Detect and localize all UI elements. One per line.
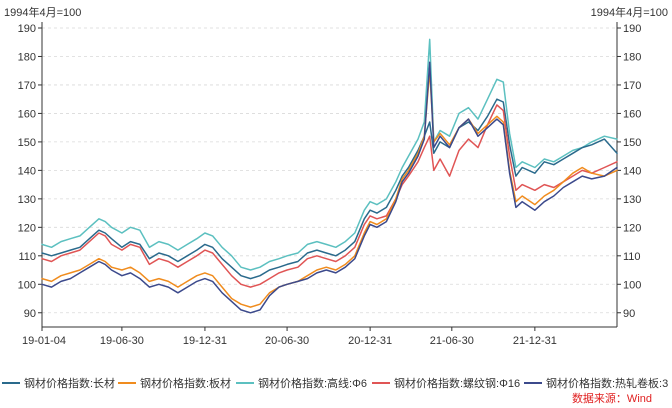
legend: 钢材价格指数:长材 钢材价格指数:板材 钢材价格指数:高线:Φ6 钢材价格指数:螺纹钢… xyxy=(2,376,668,390)
legend-label-0: 钢材价格指数:长材 xyxy=(24,376,115,390)
x-axis-ticks: 19-01-04 19-06-30 19-12-31 20-06-30 20-12-31… xyxy=(22,327,557,347)
data-source-note: 数据来源：Wind xyxy=(572,391,652,405)
y-left-tick-label-180: 180 xyxy=(18,51,36,63)
y-left-tick-label-160: 160 xyxy=(18,108,36,120)
y-axis-unit-left: 1994年4月=100 xyxy=(4,5,81,19)
legend-item-1: 钢材价格指数:板材 xyxy=(118,376,231,390)
y-axis-unit-right: 1994年4月=100 xyxy=(591,5,668,19)
y-left-tick-label-110: 110 xyxy=(18,251,36,263)
y-right-tick-label-150: 150 xyxy=(623,137,641,149)
legend-item-2: 钢材价格指数:高线:Φ6 xyxy=(236,376,367,390)
series-line-2 xyxy=(41,38,618,271)
y-right-tick-label-170: 170 xyxy=(623,80,641,92)
legend-item-0: 钢材价格指数:长材 xyxy=(2,376,115,390)
gridlines xyxy=(42,27,617,314)
y-right-tick-label-100: 100 xyxy=(623,279,641,291)
y-right-tick-label-120: 120 xyxy=(623,222,641,234)
y-right-tick-label-90: 90 xyxy=(623,308,635,320)
legend-item-3: 钢材价格指数:螺纹钢:Φ16 xyxy=(372,376,520,390)
y-right-tick-label-190: 190 xyxy=(623,23,641,35)
y-left-tick-label-190: 190 xyxy=(18,23,36,35)
y-right-tick-label-180: 180 xyxy=(623,51,641,63)
y-left-tick-label-100: 100 xyxy=(18,279,36,291)
y-right-tick-label-130: 130 xyxy=(623,194,641,206)
y-axis-left-ticks: 90 100 110 120 130 140 150 160 170 180 190 xyxy=(18,23,42,320)
y-left-tick-label-130: 130 xyxy=(18,194,36,206)
legend-label-2: 钢材价格指数:高线:Φ6 xyxy=(258,376,367,390)
x-tick-label-19-01-04: 19-01-04 xyxy=(22,335,66,347)
x-tick-label-20-12-31: 20-12-31 xyxy=(348,335,392,347)
legend-label-1: 钢材价格指数:板材 xyxy=(140,376,231,390)
series-line-4 xyxy=(41,61,618,314)
x-tick-label-19-06-30: 19-06-30 xyxy=(100,335,144,347)
y-right-tick-label-140: 140 xyxy=(623,165,641,177)
y-axis-right-ticks: 90 100 110 120 130 140 150 160 170 180 190 xyxy=(617,23,641,320)
y-left-tick-label-150: 150 xyxy=(18,137,36,149)
y-left-tick-label-90: 90 xyxy=(24,308,36,320)
x-tick-label-19-12-31: 19-12-31 xyxy=(183,335,227,347)
legend-label-3: 钢材价格指数:螺纹钢:Φ16 xyxy=(394,376,520,390)
series-line-3 xyxy=(41,104,618,288)
x-tick-label-20-06-30: 20-06-30 xyxy=(265,335,309,347)
y-right-tick-label-110: 110 xyxy=(623,251,641,263)
series-lines xyxy=(41,38,618,314)
y-left-tick-label-120: 120 xyxy=(18,222,36,234)
x-tick-label-21-06-30: 21-06-30 xyxy=(430,335,474,347)
y-left-tick-label-140: 140 xyxy=(18,165,36,177)
legend-item-4: 钢材价格指数:热轧卷板:3 xyxy=(524,376,668,390)
y-right-tick-label-160: 160 xyxy=(623,108,641,120)
y-left-tick-label-170: 170 xyxy=(18,80,36,92)
x-tick-label-21-12-31: 21-12-31 xyxy=(513,335,557,347)
legend-label-4: 钢材价格指数:热轧卷板:3 xyxy=(546,376,668,390)
axes xyxy=(41,22,618,328)
series-line-0 xyxy=(41,98,618,280)
